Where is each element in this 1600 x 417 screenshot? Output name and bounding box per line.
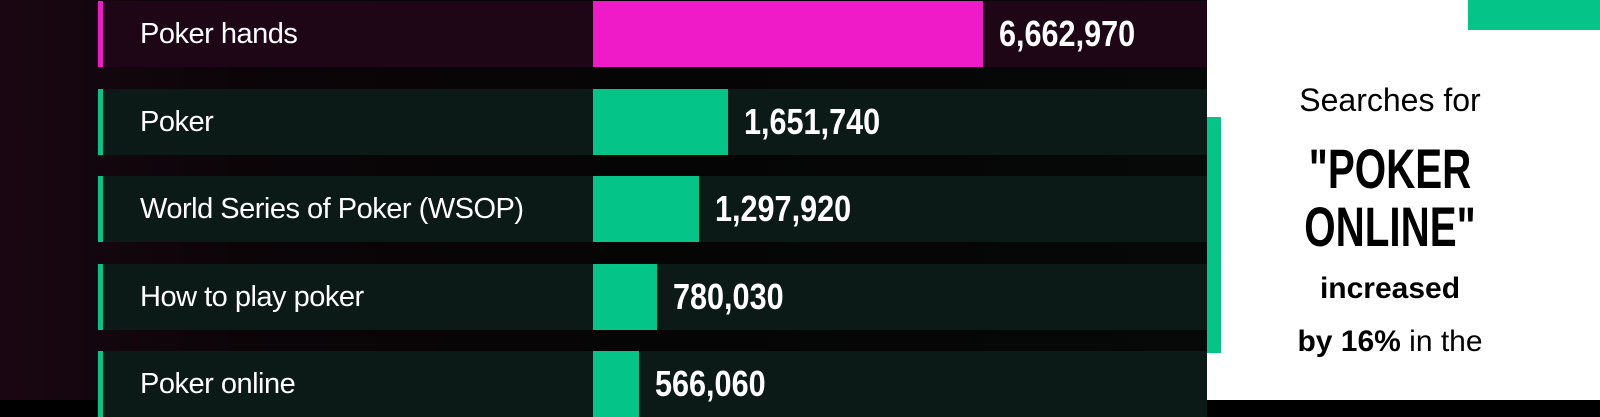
- value-label: 1,651,740: [744, 101, 881, 142]
- value-label: 566,060: [655, 363, 766, 404]
- value-label: 6,662,970: [999, 13, 1136, 54]
- panel-increased: increased: [1319, 272, 1461, 305]
- row-accent: [98, 1, 103, 67]
- panel-percent-rest: in the: [1400, 325, 1483, 358]
- value-label: 780,030: [673, 276, 784, 317]
- bar: [593, 264, 657, 330]
- row-accent: [98, 176, 103, 242]
- row-accent: [98, 264, 103, 330]
- info-panel: [1207, 0, 1600, 400]
- category-label: Poker: [140, 106, 214, 138]
- row-accent: [98, 351, 103, 417]
- panel-headline: "POKER ONLINE": [1304, 137, 1476, 258]
- bar: [593, 1, 983, 67]
- category-label: How to play poker: [140, 281, 364, 313]
- category-label: World Series of Poker (WSOP): [140, 193, 524, 225]
- bar: [593, 89, 728, 155]
- panel-percent: by 16%: [1297, 325, 1401, 358]
- bar-row: How to play poker 780,030: [98, 264, 1207, 330]
- category-label: Poker hands: [140, 18, 298, 50]
- decorative-block: [1468, 0, 1600, 30]
- bar-row: Poker 1,651,740: [98, 89, 1207, 155]
- bar-row: World Series of Poker (WSOP) 1,297,920: [98, 176, 1207, 242]
- bar-row: Poker hands 6,662,970: [98, 1, 1207, 67]
- decorative-bar: [1207, 117, 1221, 353]
- row-accent: [98, 89, 103, 155]
- bar: [593, 176, 699, 242]
- bar: [593, 351, 639, 417]
- panel-percent-line: by 16% in the: [1207, 325, 1573, 359]
- bar-row: Poker online 566,060: [98, 351, 1207, 417]
- category-label: Poker online: [140, 368, 296, 400]
- panel-intro: Searches for: [1299, 82, 1481, 118]
- value-label: 1,297,920: [715, 188, 852, 229]
